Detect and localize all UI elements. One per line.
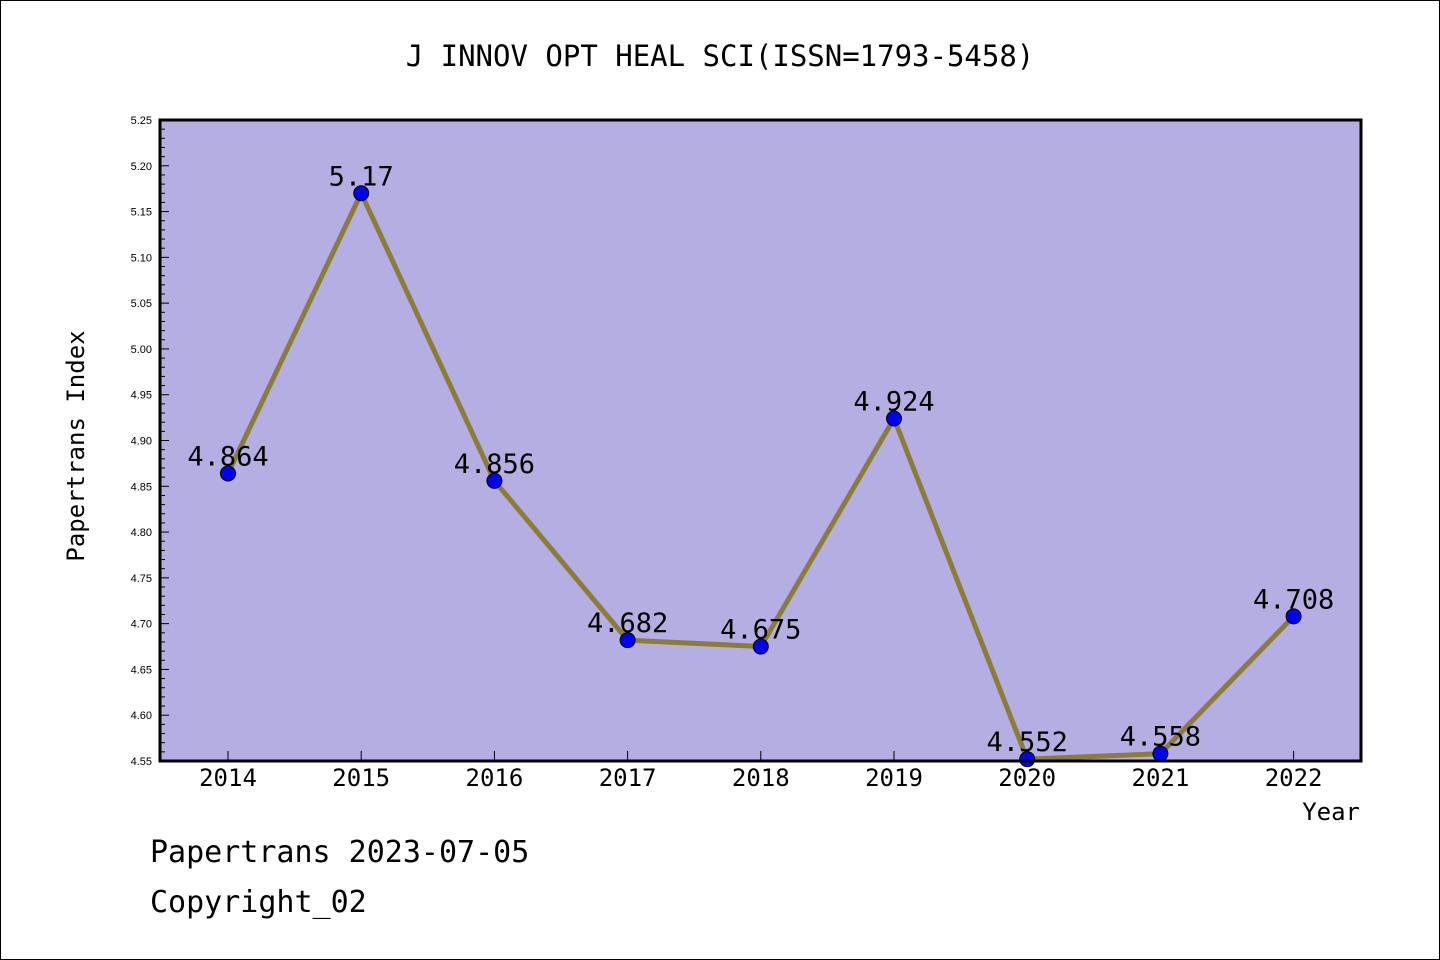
data-label: 4.558: [1120, 722, 1201, 753]
x-tick-label: 2019: [865, 764, 923, 792]
data-label: 4.864: [187, 441, 268, 472]
y-tick-label: 5.10: [131, 252, 152, 264]
x-tick-label: 2018: [732, 764, 790, 792]
data-labels: 4.864 5.17 4.856 4.682 4.675 4.924 4.552 4.558 4…: [187, 161, 1334, 758]
data-label: 5.17: [329, 161, 394, 192]
x-tick-label: 2022: [1265, 764, 1323, 792]
data-point: [1019, 751, 1036, 768]
y-tick-label: 4.85: [131, 481, 152, 493]
x-tick-label: 2015: [332, 764, 390, 792]
data-label: 4.924: [853, 387, 934, 418]
y-tick-label: 4.70: [131, 619, 152, 631]
x-tick-label: 2014: [199, 764, 257, 792]
footer-date: Papertrans 2023-07-05: [150, 835, 530, 870]
y-tick-label: 4.55: [131, 756, 152, 768]
data-point: [619, 632, 636, 649]
data-label: 4.856: [454, 449, 535, 480]
data-point: [353, 185, 370, 202]
y-tick-label: 5.00: [131, 344, 152, 356]
data-point: [886, 410, 902, 427]
y-tick-label: 4.60: [131, 710, 152, 722]
x-tick-label: 2020: [998, 764, 1056, 792]
footer-copyright: Copyright_02: [150, 885, 367, 920]
data-label: 4.552: [987, 727, 1068, 758]
plot-border: [158, 118, 1363, 763]
y-axis-ticks: 4.55 4.60 4.65 4.70 4.75 4.80 4.85 4.90 4.95 5.00…: [131, 115, 169, 768]
y-tick-label: 5.05: [131, 298, 152, 310]
x-tick-label: 2016: [466, 764, 524, 792]
x-tick-label: 2021: [1132, 764, 1190, 792]
y-tick-label: 4.75: [131, 573, 152, 585]
y-tick-label: 5.15: [131, 207, 152, 219]
y-tick-label: 4.80: [131, 527, 152, 539]
x-tick-label: 2017: [599, 764, 657, 792]
y-tick-label: 5.25: [131, 115, 152, 127]
plot-area: [160, 120, 1361, 761]
y-tick-label: 4.65: [131, 664, 152, 676]
x-axis-label: Year: [1302, 798, 1360, 826]
y-tick-label: 4.95: [131, 390, 152, 402]
data-label: 4.675: [720, 615, 801, 646]
y-tick-label: 4.90: [131, 436, 152, 448]
y-tick-label: 5.20: [131, 161, 152, 173]
data-point: [486, 472, 503, 489]
data-point: [1285, 608, 1302, 625]
data-points: [220, 185, 1302, 768]
chart-title: J INNOV OPT HEAL SCI(ISSN=1793-5458): [406, 39, 1035, 73]
data-point: [220, 465, 236, 482]
x-axis-ticks: 2014 2015 2016 2017 2018 2019 2020 2021 2022: [199, 751, 1322, 792]
data-label: 4.682: [587, 608, 668, 639]
y-axis-label: Papertrans Index: [62, 330, 90, 561]
data-point: [752, 638, 769, 655]
data-label: 4.708: [1253, 584, 1334, 615]
